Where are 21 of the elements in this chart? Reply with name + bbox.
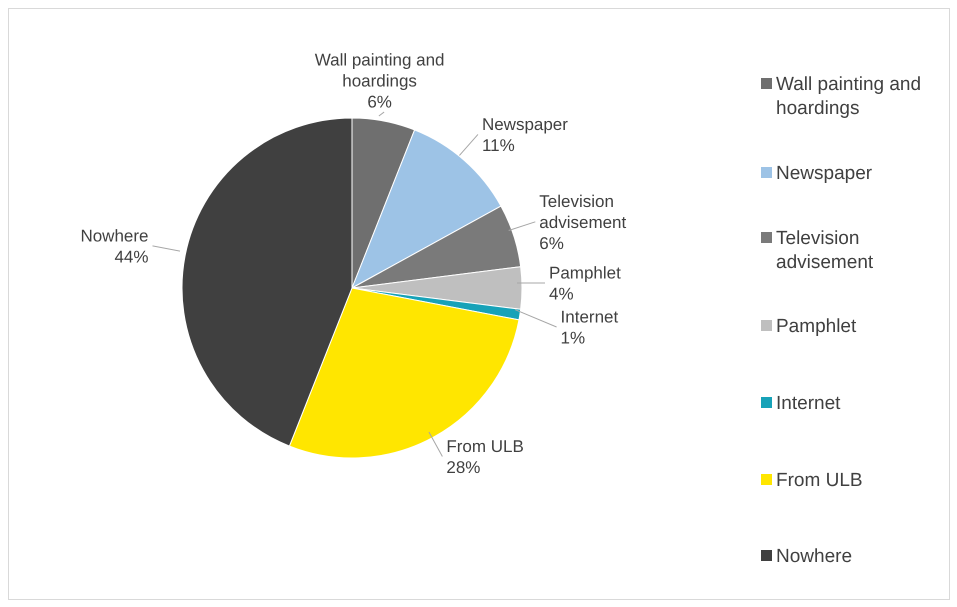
legend-label: Pamphlet [776, 315, 856, 340]
legend-label: Internet [776, 392, 840, 416]
legend-label: Newspaper [776, 162, 872, 186]
data-label: 28% [446, 458, 480, 477]
slice-label: Pamphlet [549, 263, 622, 282]
data-label: 6% [367, 92, 392, 112]
slice-label: Internet [560, 307, 618, 326]
legend-label: Nowhere [776, 545, 852, 570]
data-label: 44% [114, 246, 149, 266]
data-label: 11% [482, 135, 515, 154]
legend-label: Television advisement [776, 226, 874, 275]
slice-label: Nowhere [80, 226, 149, 245]
category-label: Wall painting and hoardings [314, 50, 445, 90]
slice-label: From ULB [446, 436, 524, 456]
data-label: 6% [539, 233, 564, 252]
legend-label: From ULB [776, 468, 863, 493]
category-label: Television advisement [539, 191, 626, 232]
data-label: 4% [549, 284, 574, 303]
data-label: 1% [560, 328, 586, 347]
slice-label: Newspaper [482, 114, 568, 134]
legend-label: Wall painting and hoardings [776, 73, 922, 122]
